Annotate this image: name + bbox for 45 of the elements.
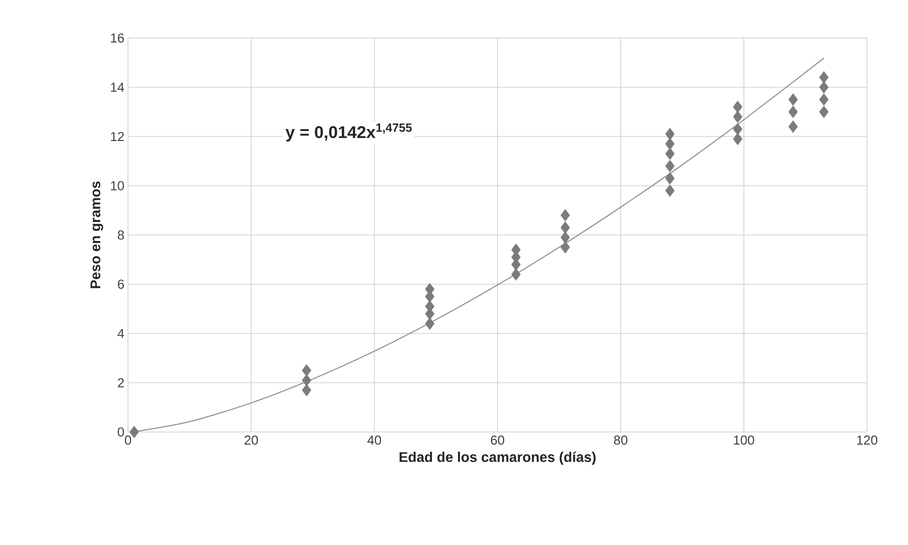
point xyxy=(732,122,742,136)
point xyxy=(560,221,570,234)
point xyxy=(560,231,570,244)
point xyxy=(788,93,798,106)
x-tick-label: 120 xyxy=(857,436,878,445)
point xyxy=(665,128,675,140)
y-axis-title: Peso en gramos xyxy=(90,182,104,288)
x-tick-label: 0 xyxy=(124,436,132,445)
point xyxy=(819,81,829,94)
point xyxy=(665,184,675,197)
y-tick-label: 6 xyxy=(118,280,124,289)
point xyxy=(302,364,312,377)
y-tick-label: 8 xyxy=(118,230,124,240)
y-tick-label: 16 xyxy=(111,33,124,43)
point xyxy=(560,241,570,254)
x-tick-label: 80 xyxy=(614,436,628,445)
point xyxy=(665,148,675,160)
x-tick-label: 20 xyxy=(244,436,258,445)
y-tick-label: 12 xyxy=(111,132,124,142)
point xyxy=(665,172,675,185)
point xyxy=(425,317,434,330)
point xyxy=(560,209,570,222)
point xyxy=(788,120,798,133)
y-tick-label: 14 xyxy=(111,82,124,92)
x-tick-label: 40 xyxy=(367,436,382,445)
y-tick-label: 10 xyxy=(111,181,124,190)
point xyxy=(732,100,742,114)
point xyxy=(665,160,675,172)
point xyxy=(511,268,521,281)
y-tick-label: 4 xyxy=(118,329,124,338)
y-tick-label: 2 xyxy=(118,378,124,388)
point xyxy=(302,374,312,386)
point xyxy=(819,93,829,106)
point xyxy=(819,71,829,84)
y-tick-label: 0 xyxy=(118,427,124,437)
x-axis-title: Edad de los camarones (días) xyxy=(400,452,596,465)
point xyxy=(302,384,312,396)
point xyxy=(732,110,742,123)
annotation: y = 0,0142x$^{1,4755}$ xyxy=(286,124,412,142)
point xyxy=(732,132,742,146)
x-tick-label: 100 xyxy=(734,436,754,445)
point xyxy=(788,106,798,118)
point xyxy=(819,106,829,118)
x-tick-label: 60 xyxy=(490,436,504,445)
point xyxy=(665,138,675,150)
